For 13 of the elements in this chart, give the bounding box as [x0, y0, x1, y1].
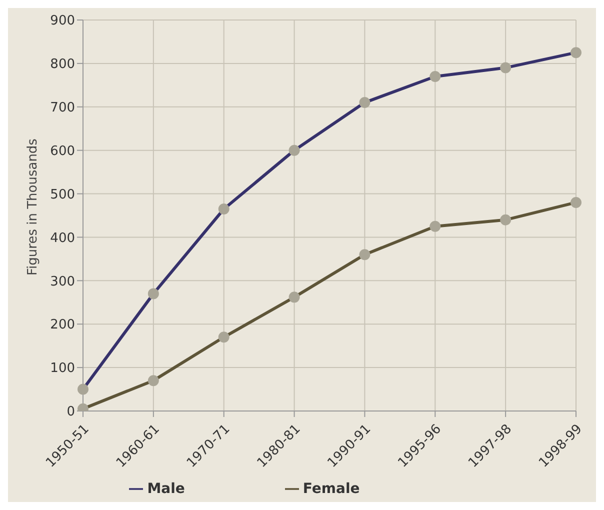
y-tick-label: 0	[66, 404, 75, 420]
y-tick-label: 200	[50, 318, 75, 333]
y-tick-label: 500	[50, 187, 75, 202]
y-tick-label: 400	[50, 230, 75, 246]
legend-label: Male	[147, 481, 185, 497]
y-tick-label: 100	[50, 361, 75, 376]
y-axis-title: Figures in Thousands	[26, 138, 41, 276]
y-tick-label: 600	[50, 144, 75, 159]
y-tick-label: 800	[50, 57, 75, 72]
legend-label: Female	[302, 481, 360, 497]
y-tick-label: 300	[50, 274, 75, 290]
y-tick-label: 900	[50, 14, 75, 29]
y-tick-label: 700	[50, 100, 75, 116]
